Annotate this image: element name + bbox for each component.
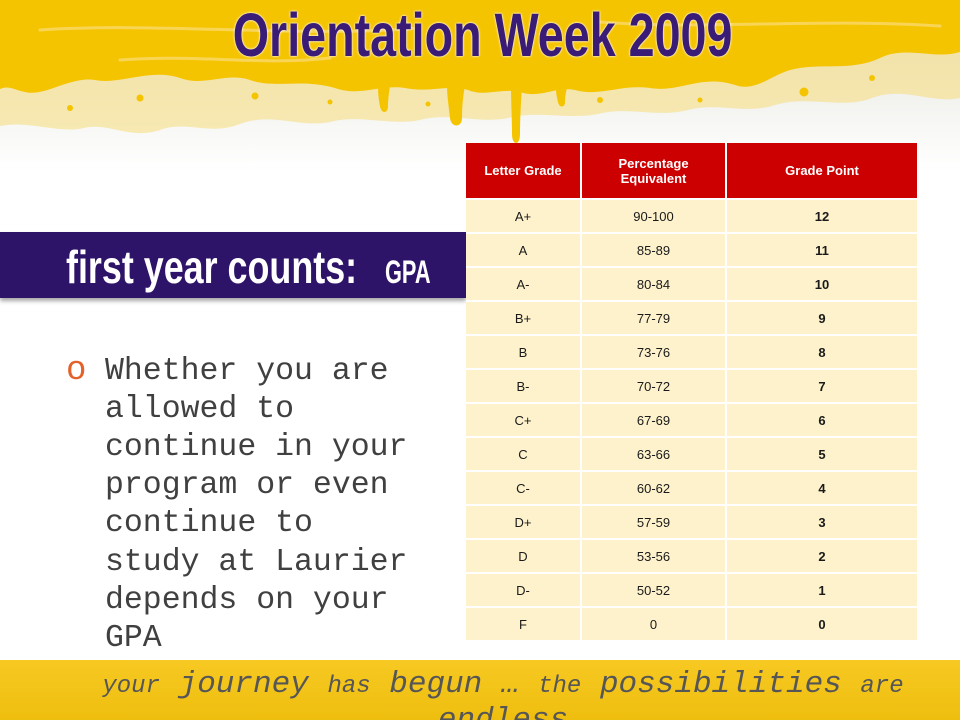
cell-percentage: 67-69	[582, 404, 727, 438]
brush-streak	[38, 26, 422, 33]
brush-streak	[598, 20, 942, 28]
cell-grade-point: 0	[727, 608, 917, 642]
cell-letter-grade: B-	[466, 370, 582, 404]
table-row: B 73-76 8	[466, 336, 917, 370]
footer-band: your journey has begun … the possibiliti…	[0, 660, 960, 720]
cell-percentage: 90-100	[582, 200, 727, 234]
cell-grade-point: 2	[727, 540, 917, 574]
bullet-marker: o	[66, 352, 87, 390]
table-row: A 85-89 11	[466, 234, 917, 268]
table-row: D 53-56 2	[466, 540, 917, 574]
cell-letter-grade: D+	[466, 506, 582, 540]
table-header-row: Letter Grade Percentage Equivalent Grade…	[466, 143, 917, 200]
cell-grade-point: 5	[727, 438, 917, 472]
tagline-continuation: endless	[90, 705, 916, 720]
cell-percentage: 53-56	[582, 540, 727, 574]
cell-grade-point: 4	[727, 472, 917, 506]
cell-percentage: 70-72	[582, 370, 727, 404]
paint-drips	[67, 75, 875, 143]
tagline-word: possibilities	[599, 667, 842, 702]
table-row: A+ 90-100 12	[466, 200, 917, 234]
table-row: C+ 67-69 6	[466, 404, 917, 438]
tagline-word: endless	[90, 705, 916, 720]
bullet-text: Whether you are allowed to continue in y…	[105, 353, 408, 656]
column-header-percentage: Percentage Equivalent	[582, 143, 727, 200]
section-banner: first year counts: GPA	[0, 232, 466, 298]
cell-letter-grade: F	[466, 608, 582, 642]
tagline-word: are	[860, 673, 904, 700]
cell-grade-point: 1	[727, 574, 917, 608]
cell-percentage: 60-62	[582, 472, 727, 506]
cell-percentage: 77-79	[582, 302, 727, 336]
table-row: D- 50-52 1	[466, 574, 917, 608]
banner-subheading: GPA	[385, 254, 431, 290]
paint-splatter	[597, 97, 603, 103]
column-header-grade-point: Grade Point	[727, 143, 917, 200]
paint-drip	[511, 88, 522, 143]
table-row: C- 60-62 4	[466, 472, 917, 506]
cell-letter-grade: A+	[466, 200, 582, 234]
paint-drip	[378, 86, 390, 112]
table-row: D+ 57-59 3	[466, 506, 917, 540]
cell-letter-grade: D-	[466, 574, 582, 608]
tagline-word: …	[500, 667, 520, 702]
slide-title-text: Orientation Week 2009	[233, 1, 733, 69]
column-header-letter-grade: Letter Grade	[466, 143, 582, 200]
cell-letter-grade: B	[466, 336, 582, 370]
table-row: A- 80-84 10	[466, 268, 917, 302]
paint-splatter	[251, 92, 259, 100]
table-row: B- 70-72 7	[466, 370, 917, 404]
cell-grade-point: 8	[727, 336, 917, 370]
tagline-word: journey	[178, 667, 309, 702]
cell-letter-grade: C	[466, 438, 582, 472]
bullet-item: o Whether you are allowed to continue in…	[66, 352, 416, 658]
gpa-table: Letter Grade Percentage Equivalent Grade…	[466, 143, 917, 642]
cell-letter-grade: C+	[466, 404, 582, 438]
cell-percentage: 50-52	[582, 574, 727, 608]
paint-drip	[556, 88, 567, 107]
tagline-word: begun	[389, 667, 483, 702]
cell-percentage: 63-66	[582, 438, 727, 472]
paint-splatter	[425, 101, 431, 107]
cell-letter-grade: D	[466, 540, 582, 574]
cell-grade-point: 6	[727, 404, 917, 438]
cell-grade-point: 7	[727, 370, 917, 404]
gpa-table-header: Letter Grade Percentage Equivalent Grade…	[466, 143, 917, 200]
cell-letter-grade: C-	[466, 472, 582, 506]
cell-letter-grade: A	[466, 234, 582, 268]
paint-splash	[0, 0, 960, 143]
paint-splatter	[869, 75, 875, 81]
brush-streak	[118, 56, 332, 63]
banner-heading: first year counts:	[66, 241, 358, 293]
table-row: C 63-66 5	[466, 438, 917, 472]
paint-splatter	[327, 99, 333, 105]
paint-splatter	[799, 87, 809, 97]
cell-grade-point: 12	[727, 200, 917, 234]
cell-grade-point: 9	[727, 302, 917, 336]
gpa-table-body: A+ 90-100 12 A 85-89 11 A- 80-84 10 B+ 77-79 9 B 73-7…	[466, 200, 917, 642]
tagline-word: the	[538, 673, 582, 700]
cell-percentage: 85-89	[582, 234, 727, 268]
cell-percentage: 80-84	[582, 268, 727, 302]
table-row: B+ 77-79 9	[466, 302, 917, 336]
cell-letter-grade: A-	[466, 268, 582, 302]
cell-grade-point: 10	[727, 268, 917, 302]
cell-percentage: 57-59	[582, 506, 727, 540]
tagline-word: your	[102, 673, 160, 700]
paint-drip	[447, 86, 465, 126]
paint-splatter	[697, 97, 703, 103]
paint-splatter	[67, 105, 73, 111]
tagline-word: has	[327, 673, 371, 700]
cell-percentage: 0	[582, 608, 727, 642]
cell-grade-point: 11	[727, 234, 917, 268]
cell-letter-grade: B+	[466, 302, 582, 336]
tagline: your journey has begun … the possibiliti…	[90, 667, 916, 703]
slide-title: Orientation Week 2009	[0, 5, 960, 67]
cell-percentage: 73-76	[582, 336, 727, 370]
paint-splatter	[136, 94, 144, 102]
cell-grade-point: 3	[727, 506, 917, 540]
